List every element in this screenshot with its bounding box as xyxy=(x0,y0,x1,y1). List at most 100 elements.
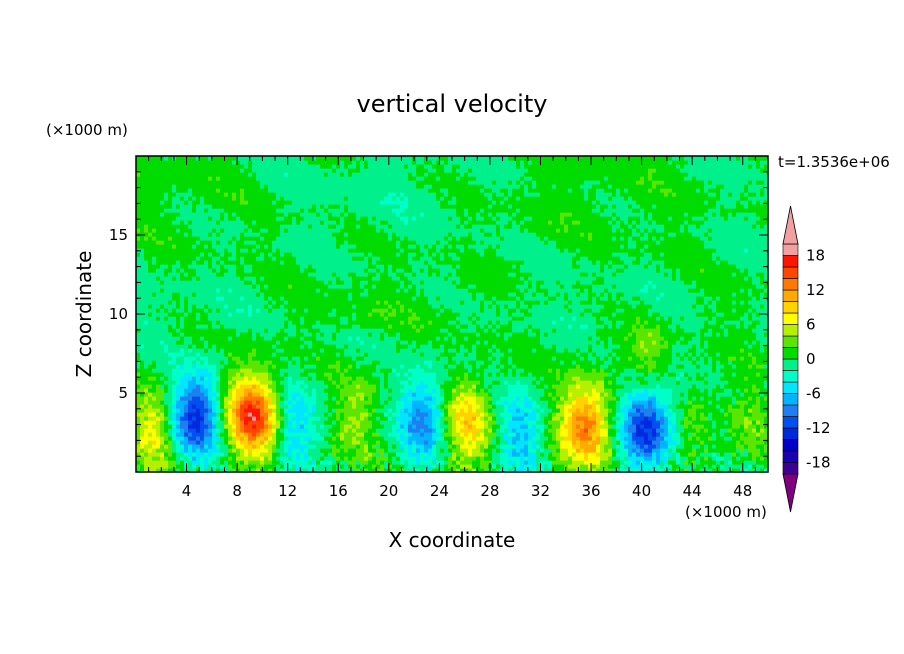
contour-cell xyxy=(172,428,177,433)
contour-cell xyxy=(716,408,721,413)
contour-cell xyxy=(700,384,705,389)
contour-cell xyxy=(680,372,685,377)
contour-cell xyxy=(380,428,385,433)
contour-cell xyxy=(652,448,657,453)
contour-cell xyxy=(172,388,177,393)
contour-cell xyxy=(248,384,253,389)
contour-cell xyxy=(656,352,661,357)
contour-cell xyxy=(232,448,237,453)
contour-cell xyxy=(428,460,433,465)
contour-cell xyxy=(372,368,377,373)
contour-cell xyxy=(248,388,253,393)
contour-cell xyxy=(180,444,185,449)
contour-cell xyxy=(492,436,497,441)
contour-cell xyxy=(456,376,461,381)
contour-cell xyxy=(352,404,357,409)
contour-cell xyxy=(156,392,161,397)
contour-cell xyxy=(652,460,657,465)
contour-cell xyxy=(256,468,261,472)
contour-cell xyxy=(388,344,393,349)
contour-cell xyxy=(208,400,213,405)
contour-cell xyxy=(280,372,285,377)
contour-cell xyxy=(764,468,768,472)
contour-cell xyxy=(216,384,221,389)
contour-cell xyxy=(268,392,273,397)
contour-cell xyxy=(372,396,377,401)
contour-cell xyxy=(764,428,768,433)
contour-cell xyxy=(452,428,457,433)
contour-cell xyxy=(260,344,265,349)
contour-cell xyxy=(244,412,249,417)
contour-cell xyxy=(196,424,201,429)
contour-cell xyxy=(248,416,253,421)
contour-cell xyxy=(524,456,529,461)
contour-cell xyxy=(460,372,465,377)
contour-cell xyxy=(140,456,145,461)
contour-cell xyxy=(680,408,685,413)
contour-cell xyxy=(696,372,701,377)
contour-cell xyxy=(380,408,385,413)
contour-cell xyxy=(308,448,313,453)
contour-cell xyxy=(500,460,505,465)
contour-cell xyxy=(344,344,349,349)
contour-cell xyxy=(556,380,561,385)
contour-cell xyxy=(404,464,409,469)
contour-cell xyxy=(424,416,429,421)
contour-cell xyxy=(696,432,701,437)
contour-cell xyxy=(476,444,481,449)
contour-cell xyxy=(312,388,317,393)
contour-cell xyxy=(176,408,181,413)
contour-cell xyxy=(208,424,213,429)
contour-cell xyxy=(532,392,537,397)
contour-cell xyxy=(628,436,633,441)
contour-cell xyxy=(276,440,281,445)
contour-cell xyxy=(384,452,389,457)
contour-cell xyxy=(196,356,201,361)
contour-cell xyxy=(300,388,305,393)
contour-cell xyxy=(376,468,381,472)
contour-cell xyxy=(728,464,733,469)
contour-cell xyxy=(576,384,581,389)
contour-cell xyxy=(680,360,685,365)
contour-cell xyxy=(164,392,169,397)
contour-cell xyxy=(368,364,373,369)
contour-cell xyxy=(736,348,741,353)
contour-cell xyxy=(600,388,605,393)
contour-cell xyxy=(584,432,589,437)
contour-cell xyxy=(652,380,657,385)
contour-cell xyxy=(312,372,317,377)
contour-cell xyxy=(356,396,361,401)
contour-cell xyxy=(268,364,273,369)
contour-cell xyxy=(504,444,509,449)
contour-cell xyxy=(688,360,693,365)
contour-cell xyxy=(596,404,601,409)
contour-cell xyxy=(348,456,353,461)
contour-cell xyxy=(376,356,381,361)
contour-cell xyxy=(760,388,765,393)
contour-cell xyxy=(500,360,505,365)
contour-cell xyxy=(552,424,557,429)
contour-cell xyxy=(320,432,325,437)
contour-cell xyxy=(272,412,277,417)
contour-cell xyxy=(596,412,601,417)
contour-cell xyxy=(620,404,625,409)
contour-cell xyxy=(480,448,485,453)
contour-cell xyxy=(208,356,213,361)
contour-cell xyxy=(532,444,537,449)
contour-cell xyxy=(288,424,293,429)
contour-cell xyxy=(760,384,765,389)
contour-cell xyxy=(480,460,485,465)
contour-cell xyxy=(520,444,525,449)
contour-cell xyxy=(240,432,245,437)
contour-cell xyxy=(516,376,521,381)
contour-cell xyxy=(600,464,605,469)
contour-cell xyxy=(364,408,369,413)
contour-cell xyxy=(424,452,429,457)
contour-cell xyxy=(744,364,749,369)
contour-cell xyxy=(584,412,589,417)
contour-cell xyxy=(536,368,541,373)
contour-cell xyxy=(636,380,641,385)
contour-cell xyxy=(692,360,697,365)
contour-cell xyxy=(552,416,557,421)
contour-cell xyxy=(580,356,585,361)
